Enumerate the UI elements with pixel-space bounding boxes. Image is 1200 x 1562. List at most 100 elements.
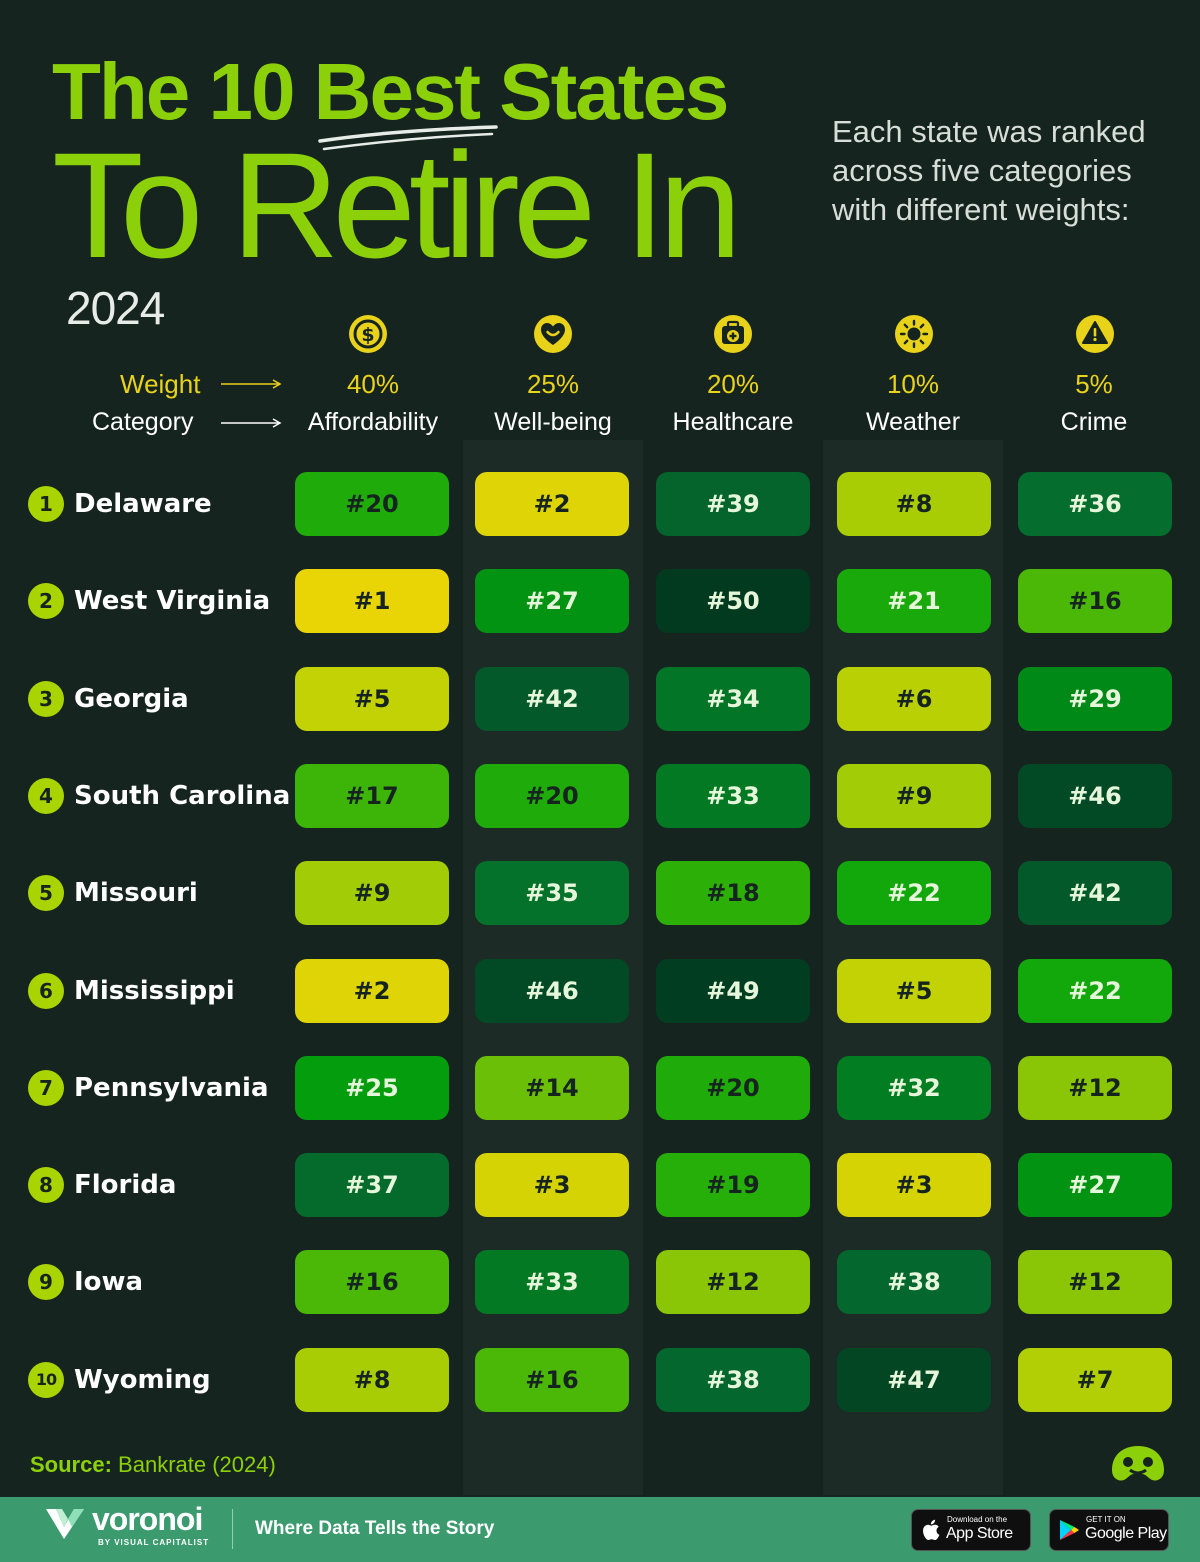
legend-category-label: Category [92, 408, 194, 436]
rank-cell-crime: #29 [1018, 666, 1172, 731]
legend-weight-label: Weight [120, 369, 201, 399]
rank-cell-wellbeing: #27 [475, 569, 629, 634]
rank-cell-wellbeing: #14 [475, 1055, 629, 1120]
rank-cell-healthcare: #38 [656, 1347, 810, 1412]
title-line-1: The 10 Best States [52, 44, 729, 151]
rank-cell-affordability: #2 [295, 958, 449, 1023]
rank-cell-affordability: #20 [295, 472, 449, 536]
rank-cell-affordability: #5 [295, 666, 449, 731]
title-line-2: To Retire In [52, 121, 742, 289]
rank-cell-healthcare: #39 [656, 472, 810, 536]
rank-badge: 5 [28, 875, 64, 912]
rank-cell-healthcare: #18 [656, 861, 810, 926]
category-weather: Weather [865, 408, 961, 436]
rank-cell-crime: #22 [1018, 958, 1172, 1023]
voronoi-brand-name: voronoi [92, 1501, 203, 1537]
source-note: Source: Bankrate (2024) [30, 1452, 276, 1477]
state-name: Missouri [74, 878, 198, 909]
apple-icon [923, 1519, 940, 1541]
rank-cell-affordability: #17 [295, 763, 449, 828]
rank-cell-crime: #27 [1018, 1153, 1172, 1218]
rank-cell-affordability: #37 [295, 1153, 449, 1218]
rank-cell-wellbeing: #46 [475, 958, 629, 1023]
rank-cell-crime: #12 [1018, 1250, 1172, 1315]
rank-badge: 10 [28, 1361, 64, 1398]
weight-wellbeing: 25% [526, 369, 580, 399]
weight-arrow-icon [221, 379, 282, 389]
rank-badge: 2 [28, 583, 64, 620]
category-arrow-icon [221, 418, 282, 428]
rank-cell-healthcare: #12 [656, 1250, 810, 1315]
weight-affordability: 40% [346, 369, 400, 399]
category-affordability: Affordability [307, 408, 439, 436]
rank-cell-wellbeing: #20 [475, 763, 629, 828]
state-name: South Carolina [74, 780, 291, 811]
rank-cell-weather: #5 [837, 958, 991, 1023]
rank-cell-weather: #47 [837, 1347, 991, 1412]
rank-cell-weather: #38 [837, 1250, 991, 1315]
rank-cell-crime: #36 [1018, 472, 1172, 536]
rank-cell-crime: #16 [1018, 569, 1172, 634]
weight-healthcare: 20% [706, 369, 760, 399]
state-name: Georgia [74, 683, 189, 714]
category-healthcare: Healthcare [672, 408, 794, 436]
app-store-top-text: Download on the [947, 1515, 1008, 1524]
rank-cell-healthcare: #50 [656, 569, 810, 634]
rank-cell-weather: #3 [837, 1153, 991, 1218]
app-store-button[interactable]: Download on the App Store [911, 1509, 1031, 1551]
google-play-icon [1060, 1520, 1079, 1540]
app-store-main-text: App Store [946, 1525, 1013, 1542]
year-label: 2024 [66, 282, 165, 334]
state-name: Delaware [74, 489, 212, 519]
rank-cell-weather: #9 [837, 763, 991, 828]
rank-badge: 9 [28, 1264, 64, 1301]
rank-badge: 6 [28, 972, 64, 1009]
rank-cell-healthcare: #33 [656, 763, 810, 828]
category-wellbeing: Well-being [494, 408, 612, 436]
rank-cell-wellbeing: #2 [475, 472, 629, 536]
rank-badge: 7 [28, 1069, 64, 1106]
weight-weather: 10% [886, 369, 940, 399]
rank-cell-weather: #22 [837, 861, 991, 926]
google-play-button[interactable]: GET IT ON Google Play [1049, 1509, 1169, 1551]
rank-cell-weather: #32 [837, 1055, 991, 1120]
rank-cell-healthcare: #49 [656, 958, 810, 1023]
voronoi-logo-icon [46, 1509, 84, 1539]
voronoi-brand-sub: BY VISUAL CAPITALIST [98, 1538, 210, 1547]
weight-crime: 5% [1075, 369, 1113, 399]
footer-divider [232, 1509, 233, 1549]
state-name: Florida [74, 1170, 177, 1201]
rank-cell-weather: #6 [837, 666, 991, 731]
category-crime: Crime [1060, 408, 1128, 436]
state-name: West Virginia [74, 586, 271, 617]
visual-capitalist-logo-icon [1112, 1446, 1164, 1481]
title-underline [317, 125, 498, 151]
rank-badge: 3 [28, 680, 64, 717]
title-accent-word: Best [314, 47, 498, 151]
medical-kit-icon [714, 315, 752, 353]
state-name: Mississippi [74, 975, 235, 1006]
rank-cell-crime: #12 [1018, 1055, 1172, 1120]
state-name: Pennsylvania [74, 1072, 269, 1103]
state-name: Wyoming [74, 1364, 211, 1395]
rank-cell-affordability: #8 [295, 1347, 449, 1412]
rank-badge: 8 [28, 1167, 64, 1204]
state-name: Iowa [74, 1267, 144, 1298]
footer-bar: voronoi BY VISUAL CAPITALIST Where Data … [0, 1497, 1200, 1562]
rank-cell-weather: #21 [837, 569, 991, 634]
rank-cell-wellbeing: #42 [475, 666, 629, 731]
rank-cell-crime: #42 [1018, 861, 1172, 926]
rank-badge: 4 [28, 777, 64, 814]
rank-cell-crime: #7 [1018, 1347, 1172, 1412]
rank-cell-affordability: #25 [295, 1055, 449, 1120]
rank-cell-affordability: #9 [295, 861, 449, 926]
footer-tagline: Where Data Tells the Story [255, 1518, 495, 1539]
rank-cell-affordability: #1 [295, 569, 449, 634]
rank-cell-healthcare: #19 [656, 1153, 810, 1218]
rank-cell-weather: #8 [837, 472, 991, 536]
rank-badge: 1 [28, 486, 64, 522]
rank-cell-crime: #46 [1018, 763, 1172, 828]
rank-cell-wellbeing: #16 [475, 1347, 629, 1412]
rank-cell-wellbeing: #3 [475, 1153, 629, 1218]
heart-smile-icon [534, 315, 572, 353]
